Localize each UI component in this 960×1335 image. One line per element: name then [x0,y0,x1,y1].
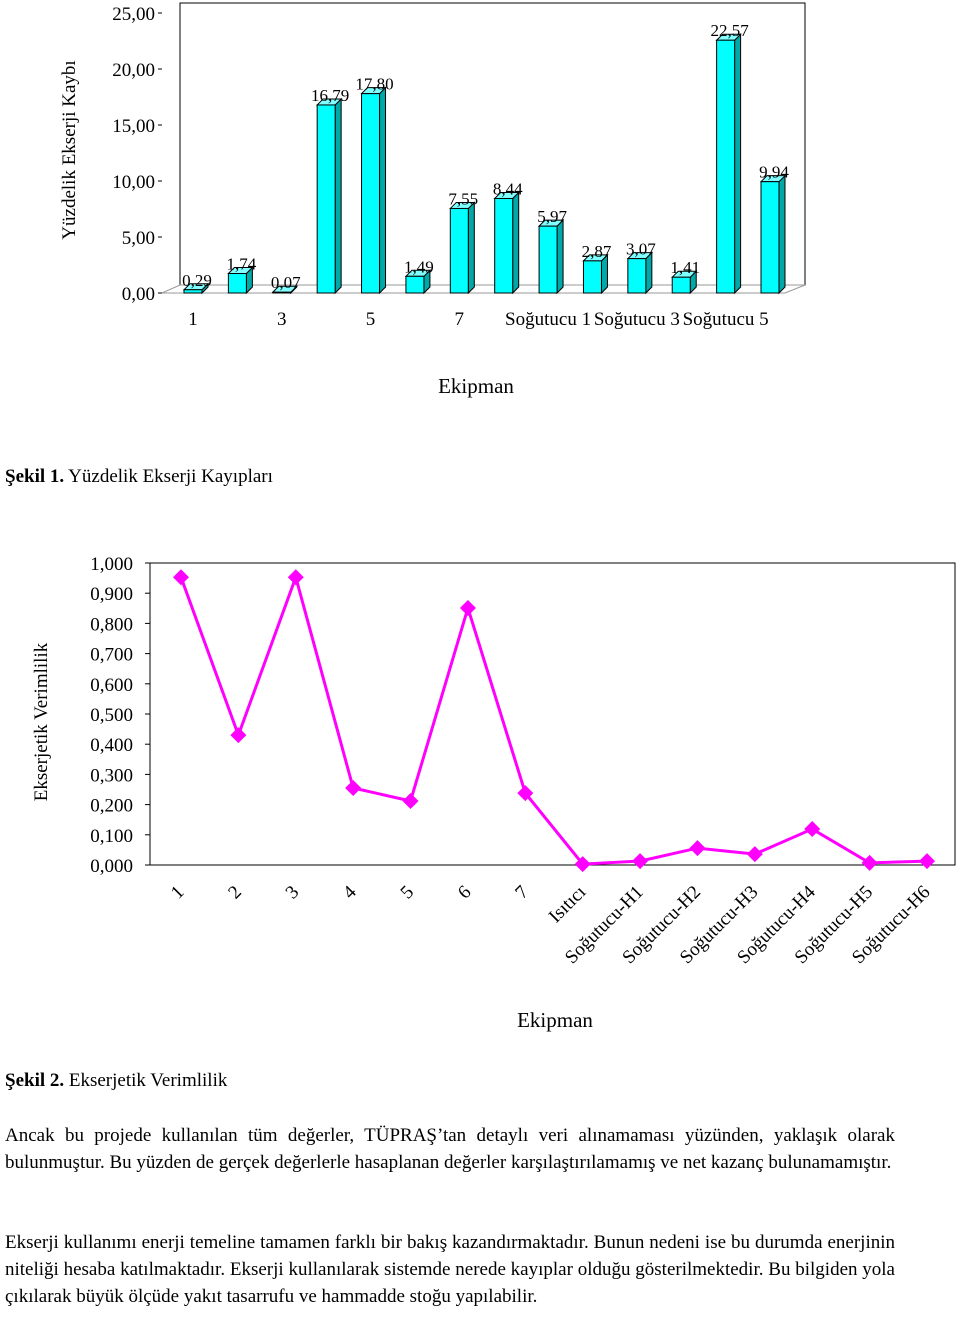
x-tick-label: 2 [224,882,246,904]
data-label: 1,49 [404,257,434,276]
marker [746,846,763,863]
bar [361,93,381,294]
bar [760,181,780,294]
x-tick-label: 7 [511,882,533,904]
bar [405,275,425,294]
x-tick-label: 3 [277,309,287,330]
data-label: 17,80 [355,75,393,94]
x-tick-label: 6 [454,882,476,904]
y-tick-label: 1,000 [90,554,133,575]
marker [173,569,189,586]
bar [671,276,691,294]
data-label: 1,41 [670,258,700,277]
x-tick-label: 1 [188,309,198,330]
marker [230,727,247,744]
x-axis-title: Ekipman [438,374,514,398]
bar [227,273,247,294]
x-tick-label: Soğutucu 3 [593,309,680,330]
data-label: 9,94 [759,163,789,182]
y-axis-title: Ekserjetik Verimlilik [31,642,52,801]
bar [582,260,602,294]
y-tick-label: 10,00 [112,172,155,193]
plot-frame [149,562,956,866]
caption-2: Şekil 2. Ekserjetik Verimlilik [5,1070,227,1092]
y-axis-title: Yüzdelik Ekserji Kaybı [59,60,80,239]
bar [716,39,736,294]
data-label: 0,29 [182,271,212,290]
bar [183,289,203,294]
x-tick-label: Soğutucu 5 [682,309,769,330]
data-label: 3,07 [626,240,656,259]
y-tick-label: 0,600 [90,675,133,696]
data-label: 0,07 [271,273,301,292]
x-tick-label: 7 [454,309,465,330]
x-tick-label: 1 [167,882,189,904]
data-label: 7,55 [448,189,478,208]
caption-label: Şekil 1. [5,466,65,487]
y-tick-label: 5,00 [122,228,155,249]
x-tick-label: 3 [282,882,304,904]
data-label: 8,44 [493,179,523,198]
y-tick-label: 25,00 [112,4,155,25]
data-label: 22,57 [710,21,749,40]
marker [574,856,591,873]
chart-2: 0,000 0,100 0,200 0,300 0,400 0,500 0,600 0,700… [31,554,956,1032]
paragraph: Ekserji kullanımı enerji temeline tamame… [5,1232,895,1307]
marker [804,821,821,838]
y-tick-label: 0,000 [90,856,133,877]
bar [494,197,514,294]
marker [459,599,476,616]
x-tick-label: Isıtıcı [545,882,590,927]
marker [287,569,304,586]
y-tick-label: 0,100 [90,826,133,847]
marker [689,840,706,857]
y-tick-label: 20,00 [112,60,155,81]
caption-text: Ekserjetik Verimlilik [68,1070,228,1091]
y-tick-label: 0,200 [90,796,133,817]
x-tick-label: Soğutucu 1 [505,309,592,330]
marker [632,853,649,870]
y-tick-label: 0,300 [90,765,133,786]
marker [861,854,878,871]
caption-1: Şekil 1. Yüzdelik Ekserji Kayıpları [5,466,273,488]
data-label: 1,74 [227,255,257,274]
line [179,572,928,866]
chart-1: 0,00 5,00 10,00 15,00 20,00 25,00 Yüzdelik Eks… [59,2,806,398]
data-label: 2,87 [582,242,612,261]
paragraph: Ancak bu projede kullanılan tüm değerler… [5,1125,895,1173]
y-tick-label: 0,00 [122,284,155,305]
y-tick-label: 0,900 [90,584,133,605]
data-label: 16,79 [311,86,349,105]
data-label: 5,97 [537,207,567,226]
bar [627,258,647,294]
marker [919,853,935,870]
bar [316,104,336,294]
bar [538,225,558,294]
marker [517,785,534,802]
bar [449,207,469,294]
caption-label: Şekil 2. [5,1070,65,1091]
y-tick-label: 15,00 [112,116,155,137]
y-tick-label: 0,700 [90,645,133,666]
bar [272,291,292,294]
x-axis-title: Ekipman [517,1008,593,1032]
marker [402,792,419,809]
caption-text: Yüzdelik Ekserji Kayıpları [68,466,273,487]
y-tick-label: 0,400 [90,735,133,756]
y-tick-label: 0,500 [90,705,133,726]
x-tick-label: 4 [339,881,361,903]
x-tick-label: 5 [365,309,376,330]
marker [345,779,362,796]
x-tick-label: 5 [397,882,419,904]
y-tick-label: 0,800 [90,614,133,635]
